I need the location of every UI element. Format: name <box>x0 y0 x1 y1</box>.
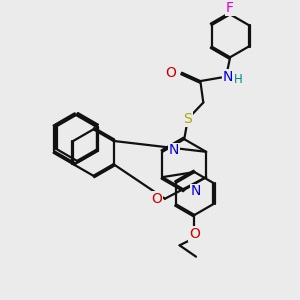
Text: N: N <box>191 184 201 198</box>
Text: F: F <box>226 2 234 15</box>
Text: O: O <box>189 227 200 241</box>
Text: O: O <box>166 66 176 80</box>
Text: N: N <box>169 143 179 157</box>
Text: O: O <box>151 192 162 206</box>
Text: N: N <box>223 70 233 84</box>
Text: H: H <box>234 74 242 86</box>
Text: S: S <box>184 112 192 126</box>
